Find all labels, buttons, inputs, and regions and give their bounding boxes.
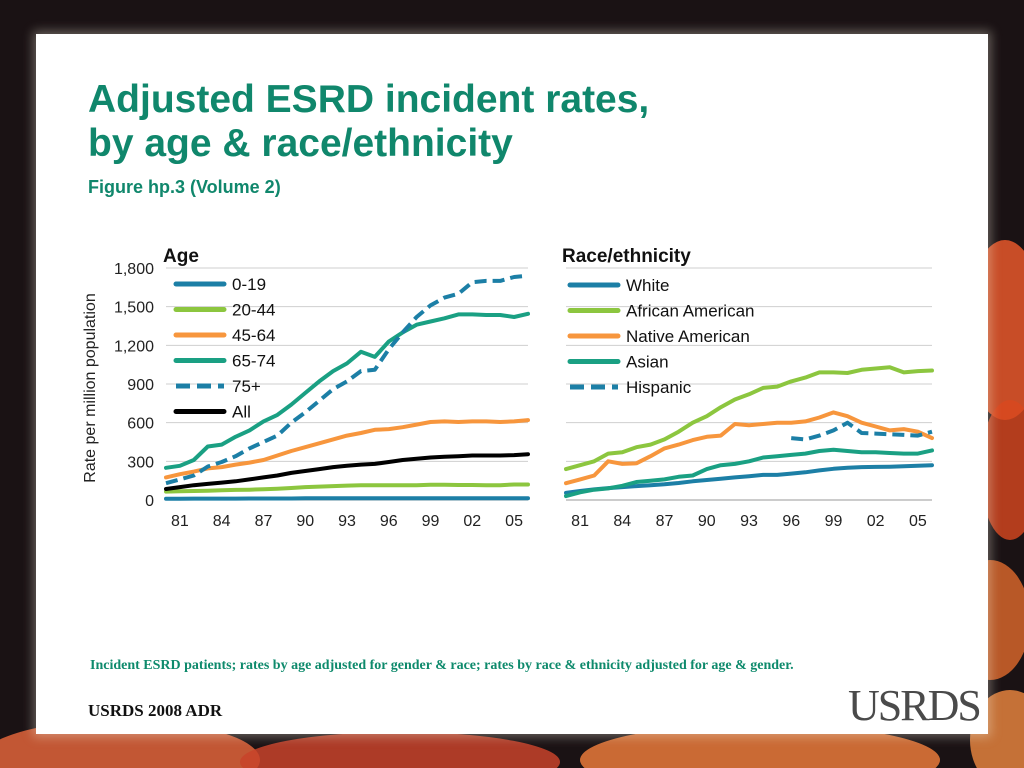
race-legend-label-african-american: African American [626,302,755,321]
age-xtick-label-05: 05 [505,513,523,530]
race-series-line-white [564,463,934,495]
title-line-2: by age & race/ethnicity [88,122,513,165]
race-legend-label-hispanic: Hispanic [626,378,692,397]
age-legend-label-0-19: 0-19 [232,275,266,294]
age-series-line-0-19 [164,496,530,501]
age-ytick-label-1800: 1,800 [114,261,154,278]
age-series-line-20-44 [164,482,530,494]
race-xtick-label-96: 96 [782,513,800,530]
race-series-line-asian [564,447,934,499]
usrds-logo: USRDS [848,681,982,730]
age-ytick-label-0: 0 [145,493,154,510]
age-legend-label-75-: 75+ [232,377,261,396]
footnote: Incident ESRD patients; rates by age adj… [90,658,794,673]
age-ytick-label-600: 600 [127,416,154,433]
age-ytick-label-1200: 1,200 [114,338,154,355]
race-legend-label-white: White [626,276,669,295]
age-ytick-label-300: 300 [127,454,154,471]
age-ytick-label-900: 900 [127,377,154,394]
race-legend-label-native-american: Native American [626,327,750,346]
source-label: USRDS 2008 ADR [88,701,223,720]
age-xtick-label-02: 02 [463,513,481,530]
race-legend-label-asian: Asian [626,353,669,372]
age-series-line-75- [165,273,529,486]
race-xtick-label-81: 81 [571,513,589,530]
race-series-line-hispanic [791,420,933,442]
age-xtick-label-84: 84 [213,513,231,530]
age-legend-label-45-64: 45-64 [232,326,275,345]
age-legend-label-20-44: 20-44 [232,301,275,320]
age-xtick-label-81: 81 [171,513,189,530]
slide-subtitle: Figure hp.3 (Volume 2) [88,177,281,197]
age-ytick-label-1500: 1,500 [114,300,154,317]
slide-title: Adjusted ESRD incident rates, by age & r… [88,78,649,166]
title-line-1: Adjusted ESRD incident rates, [88,78,650,121]
race-panel-title: Race/ethnicity [562,246,691,267]
age-xtick-label-96: 96 [380,513,398,530]
race-xtick-label-84: 84 [613,513,631,530]
race-xtick-label-90: 90 [698,513,716,530]
y-axis-label: Rate per million population [82,293,99,482]
age-legend-label-all: All [232,403,251,422]
age-panel-title: Age [163,246,199,267]
race-series-line-african-american [564,365,934,472]
age-xtick-label-93: 93 [338,513,356,530]
race-xtick-label-93: 93 [740,513,758,530]
age-xtick-label-99: 99 [422,513,440,530]
age-legend-label-65-74: 65-74 [232,352,275,371]
race-series-line-native-american [564,410,934,486]
age-xtick-label-90: 90 [296,513,314,530]
race-xtick-label-99: 99 [825,513,843,530]
race-xtick-label-05: 05 [909,513,927,530]
age-series-line-all [164,452,530,491]
age-xtick-label-87: 87 [255,513,273,530]
race-xtick-label-02: 02 [867,513,885,530]
age-series-line-45-64 [164,418,530,480]
race-xtick-label-87: 87 [656,513,674,530]
age-series-line-65-74 [164,311,530,470]
